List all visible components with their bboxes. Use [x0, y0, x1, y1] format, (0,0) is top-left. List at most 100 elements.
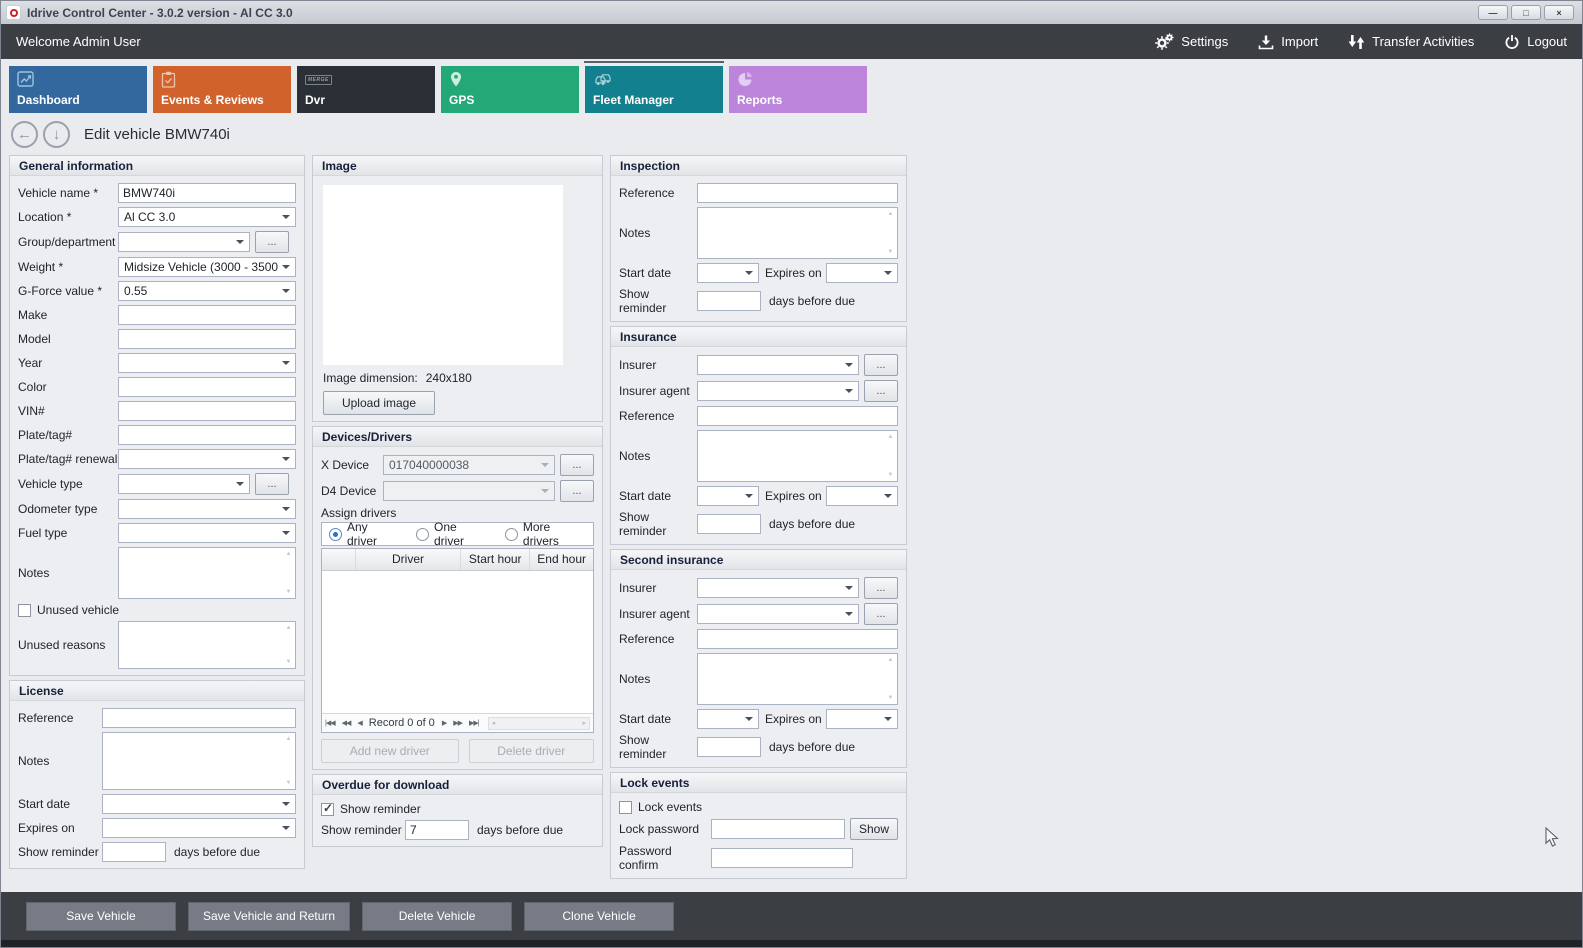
nav-first-icon[interactable]: |◀◀ — [325, 720, 336, 727]
license-start-date-select[interactable] — [102, 794, 296, 814]
nav-prev-icon[interactable]: ◀ — [357, 720, 362, 727]
logout-button[interactable]: Logout — [1504, 34, 1567, 50]
insurance-notes-field[interactable] — [697, 430, 898, 482]
show-password-button[interactable]: Show — [849, 818, 898, 840]
insurance-expires-on-select[interactable] — [825, 486, 898, 506]
vin-field[interactable] — [118, 401, 296, 421]
maximize-icon[interactable]: □ — [1511, 5, 1541, 20]
second-insurer-browse-button[interactable]: ... — [864, 577, 898, 599]
inspection-start-date-select[interactable] — [697, 263, 759, 283]
grid-col-start-hour[interactable]: Start hour — [461, 549, 531, 570]
x-device-browse-button[interactable]: ... — [560, 454, 594, 476]
scroll-down-icon[interactable]: ↓ — [43, 120, 70, 148]
location-select[interactable]: Al CC 3.0 — [118, 207, 296, 227]
any-driver-radio[interactable]: Any driver — [329, 520, 398, 548]
vehicle-type-select[interactable] — [118, 474, 250, 494]
unused-reasons-field[interactable] — [118, 621, 296, 669]
weight-select[interactable]: Midsize Vehicle (3000 - 3500 p... — [118, 257, 296, 277]
second-insurance-expires-on-select[interactable] — [825, 709, 898, 729]
scrollbar[interactable] — [283, 623, 294, 667]
close-icon[interactable]: × — [1544, 5, 1574, 20]
nav-prev-page-icon[interactable]: ◀◀ — [341, 720, 352, 727]
tab-fleet-manager[interactable]: Fleet Manager — [584, 61, 724, 113]
insurance-reference-field[interactable] — [697, 406, 898, 426]
fuel-type-select[interactable] — [118, 523, 296, 543]
lock-password-field[interactable] — [711, 819, 845, 839]
upload-image-button[interactable]: Upload image — [323, 391, 435, 415]
scrollbar[interactable] — [885, 655, 896, 703]
year-select[interactable] — [118, 353, 296, 373]
save-vehicle-button[interactable]: Save Vehicle — [26, 901, 176, 931]
gforce-value-select[interactable]: 0.55 — [118, 281, 296, 301]
grid-col-end-hour[interactable]: End hour — [537, 552, 586, 566]
insurer-label: Insurer — [619, 358, 657, 372]
drivers-grid-body — [322, 571, 593, 713]
save-vehicle-and-return-button[interactable]: Save Vehicle and Return — [188, 901, 351, 931]
insurer-browse-button[interactable]: ... — [864, 354, 898, 376]
lock-events-checkbox[interactable] — [619, 800, 632, 814]
inspection-expires-on-select[interactable] — [825, 263, 898, 283]
vehicle-type-browse-button[interactable]: ... — [255, 473, 289, 495]
plate-renewal-select[interactable] — [118, 449, 296, 469]
chevron-down-icon — [845, 363, 853, 367]
second-insurance-reference-field[interactable] — [697, 629, 898, 649]
tab-events-reviews[interactable]: Events & Reviews — [153, 66, 291, 113]
second-insurance-notes-field[interactable] — [697, 653, 898, 705]
inspection-show-reminder-field[interactable] — [697, 291, 761, 311]
second-insurer-agent-select[interactable] — [697, 604, 859, 624]
second-insurer-agent-browse-button[interactable]: ... — [864, 603, 898, 625]
import-button[interactable]: Import — [1258, 34, 1318, 50]
scrollbar[interactable] — [283, 549, 294, 597]
general-notes-field[interactable] — [118, 547, 296, 599]
nav-next-page-icon[interactable]: ▶▶ — [453, 720, 463, 727]
settings-button[interactable]: Settings — [1155, 33, 1228, 50]
scrollbar[interactable] — [885, 209, 896, 257]
vehicle-name-field[interactable] — [118, 183, 296, 203]
group-department-browse-button[interactable]: ... — [255, 231, 289, 253]
grid-col-driver[interactable]: Driver — [356, 549, 462, 570]
transfer-activities-button[interactable]: Transfer Activities — [1348, 34, 1474, 50]
make-field[interactable] — [118, 305, 296, 325]
insurer-agent-browse-button[interactable]: ... — [864, 380, 898, 402]
password-confirm-field[interactable] — [711, 848, 853, 868]
license-days-before-label: days before due — [174, 845, 261, 859]
nav-next-icon[interactable]: ▶ — [441, 720, 447, 727]
second-insurance-show-reminder-field[interactable] — [697, 737, 761, 757]
license-notes-field[interactable] — [102, 732, 296, 790]
plate-tag-field[interactable] — [118, 425, 296, 445]
more-drivers-radio[interactable]: More drivers — [504, 520, 586, 548]
inspection-notes-field[interactable] — [697, 207, 898, 259]
tab-dashboard[interactable]: Dashboard — [9, 66, 147, 113]
minimize-icon[interactable]: — — [1478, 5, 1508, 20]
scrollbar[interactable] — [885, 432, 896, 480]
insurer-agent-select[interactable] — [697, 381, 859, 401]
license-reference-field[interactable] — [102, 708, 296, 728]
insurer-select[interactable] — [697, 355, 859, 375]
unused-vehicle-checkbox[interactable] — [18, 603, 31, 617]
location-label: Location * — [18, 210, 72, 224]
license-show-reminder-field[interactable] — [102, 842, 166, 862]
overdue-reminder-days-field[interactable] — [405, 820, 469, 840]
color-field[interactable] — [118, 377, 296, 397]
group-department-select[interactable] — [118, 232, 250, 252]
nav-last-icon[interactable]: ▶▶| — [468, 720, 480, 727]
odometer-type-select[interactable] — [118, 499, 296, 519]
overdue-show-reminder-checkbox[interactable] — [321, 801, 334, 816]
one-driver-radio[interactable]: One driver — [415, 520, 487, 548]
clone-vehicle-button[interactable]: Clone Vehicle — [524, 901, 675, 931]
second-insurer-select[interactable] — [697, 578, 859, 598]
insurance-start-date-select[interactable] — [697, 486, 759, 506]
horizontal-scrollbar[interactable] — [487, 716, 590, 730]
license-expires-on-select[interactable] — [102, 818, 296, 838]
scrollbar[interactable] — [283, 734, 294, 788]
inspection-reference-field[interactable] — [697, 183, 898, 203]
model-field[interactable] — [118, 329, 296, 349]
d4-device-browse-button[interactable]: ... — [560, 480, 594, 502]
tab-gps[interactable]: GPS — [441, 66, 579, 113]
back-icon[interactable]: ← — [11, 120, 38, 148]
insurance-show-reminder-field[interactable] — [697, 514, 761, 534]
second-insurance-start-date-select[interactable] — [697, 709, 759, 729]
tab-reports[interactable]: Reports — [729, 66, 867, 113]
tab-dvr[interactable]: MERGE Dvr — [297, 66, 435, 113]
delete-vehicle-button[interactable]: Delete Vehicle — [362, 901, 513, 931]
